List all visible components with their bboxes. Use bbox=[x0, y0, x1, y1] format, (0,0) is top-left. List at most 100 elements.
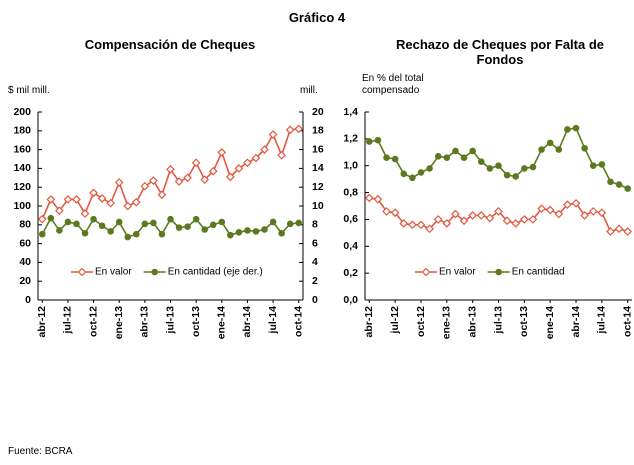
marker bbox=[218, 218, 226, 226]
marker bbox=[400, 170, 408, 178]
marker bbox=[537, 204, 546, 214]
y-tick-label: 0,0 bbox=[343, 294, 358, 306]
marker bbox=[477, 158, 485, 165]
y2-tick-label: 4 bbox=[312, 256, 318, 268]
marker bbox=[131, 197, 141, 207]
y-tick-label: 60 bbox=[19, 237, 31, 249]
marker bbox=[106, 198, 116, 208]
marker bbox=[373, 194, 383, 204]
series-line bbox=[41, 128, 299, 220]
marker bbox=[277, 150, 286, 160]
x-tick-label: abr-13 bbox=[466, 306, 478, 338]
marker bbox=[107, 228, 114, 235]
marker bbox=[571, 198, 581, 208]
y-tick-label: 160 bbox=[13, 143, 31, 155]
marker bbox=[150, 219, 157, 227]
marker bbox=[485, 213, 495, 223]
marker bbox=[417, 169, 425, 176]
x-tick-label: oct-13 bbox=[190, 306, 202, 337]
marker bbox=[460, 154, 468, 161]
legend-label: En cantidad bbox=[512, 267, 565, 278]
y2-tick-label: 12 bbox=[312, 181, 324, 193]
marker bbox=[581, 144, 588, 152]
y-tick-label: 1,2 bbox=[343, 133, 358, 145]
marker bbox=[421, 267, 431, 277]
x-tick-label: ene-13 bbox=[441, 306, 453, 339]
y2-tick-label: 2 bbox=[312, 275, 318, 287]
marker bbox=[597, 208, 607, 218]
marker bbox=[486, 165, 494, 172]
x-tick-label: abr-14 bbox=[570, 306, 582, 338]
marker bbox=[183, 173, 192, 183]
marker bbox=[469, 147, 476, 155]
marker bbox=[476, 211, 486, 220]
marker bbox=[511, 219, 521, 228]
legend-label: En valor bbox=[95, 267, 132, 278]
marker bbox=[97, 194, 107, 203]
marker bbox=[251, 153, 261, 163]
marker bbox=[434, 153, 442, 160]
marker bbox=[56, 227, 63, 234]
marker bbox=[80, 209, 90, 218]
marker bbox=[149, 176, 158, 185]
marker bbox=[383, 154, 390, 161]
marker bbox=[38, 230, 46, 238]
marker bbox=[184, 223, 191, 230]
marker bbox=[409, 174, 416, 182]
marker bbox=[382, 207, 391, 216]
marker bbox=[201, 226, 208, 233]
marker bbox=[158, 230, 166, 238]
marker bbox=[519, 215, 529, 224]
marker bbox=[521, 165, 528, 172]
source: Fuente: BCRA bbox=[8, 446, 73, 457]
marker bbox=[555, 146, 563, 153]
marker bbox=[191, 158, 201, 168]
marker bbox=[225, 172, 235, 182]
y2-tick-label: 14 bbox=[312, 162, 324, 174]
page-title: Gráfico 4 bbox=[288, 10, 346, 25]
marker bbox=[468, 211, 478, 220]
marker bbox=[175, 224, 183, 231]
y-tick-label: 180 bbox=[13, 125, 31, 137]
marker bbox=[564, 126, 571, 133]
marker bbox=[217, 148, 227, 157]
marker bbox=[133, 230, 140, 238]
x-tick-label: ene-13 bbox=[113, 306, 125, 339]
marker bbox=[115, 218, 123, 226]
y-tick-label: 0 bbox=[25, 294, 31, 306]
marker bbox=[98, 222, 106, 230]
y2-tick-label: 18 bbox=[312, 125, 324, 137]
marker bbox=[268, 130, 278, 139]
x-tick-label: jul-13 bbox=[164, 306, 176, 335]
marker bbox=[192, 215, 200, 223]
legend-label: En cantidad (eje der.) bbox=[168, 267, 263, 278]
marker bbox=[572, 124, 580, 132]
marker bbox=[90, 215, 97, 223]
marker bbox=[503, 171, 511, 179]
chart-title: Compensación de Cheques bbox=[84, 37, 256, 52]
marker bbox=[529, 163, 537, 171]
marker bbox=[55, 206, 64, 216]
marker bbox=[73, 220, 80, 228]
y2-tick-label: 6 bbox=[312, 237, 318, 249]
marker bbox=[554, 209, 564, 219]
marker bbox=[538, 146, 545, 153]
marker bbox=[563, 200, 572, 210]
marker bbox=[452, 147, 459, 155]
marker bbox=[624, 185, 631, 192]
y-tick-label: 0,2 bbox=[343, 267, 358, 279]
x-tick-label: jul-12 bbox=[62, 306, 74, 335]
marker bbox=[494, 207, 503, 216]
y2-tick-label: 8 bbox=[312, 219, 318, 231]
marker bbox=[64, 218, 72, 226]
x-tick-label: abr-13 bbox=[139, 306, 151, 338]
marker bbox=[545, 205, 555, 215]
marker bbox=[443, 154, 451, 161]
x-tick-label: ene-14 bbox=[216, 306, 228, 339]
y-tick-label: 40 bbox=[19, 256, 31, 268]
marker bbox=[285, 125, 295, 135]
y2-tick-label: 16 bbox=[312, 143, 324, 155]
marker bbox=[374, 136, 382, 144]
